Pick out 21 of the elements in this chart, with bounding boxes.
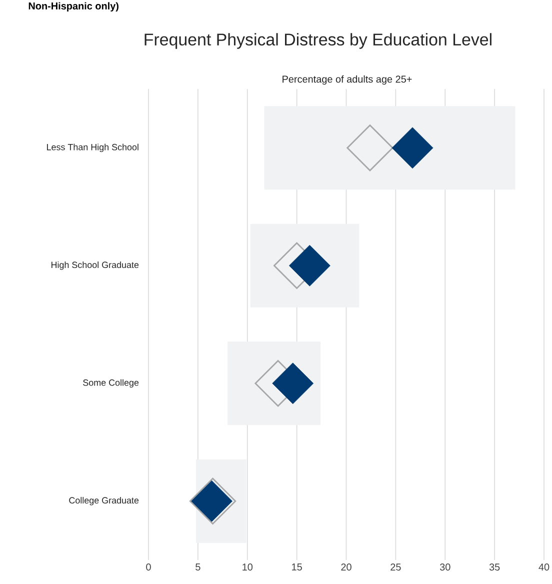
x-tick-label: 35 <box>489 564 500 571</box>
chart-title: Frequent Physical Distress by Education Level <box>144 33 492 49</box>
x-tick-label: 20 <box>341 564 352 571</box>
point <box>272 362 314 404</box>
x-tick-label: 30 <box>440 564 450 571</box>
point <box>346 124 394 172</box>
point <box>392 127 434 169</box>
y-tick-label: High School Graduate <box>51 261 139 270</box>
x-axis-title: Percentage of adults age 25+ <box>282 75 412 85</box>
x-tick-label: 0 <box>146 564 151 571</box>
text: Non-Hispanic only) <box>28 2 118 12</box>
x-tick-label: 40 <box>538 564 550 571</box>
x-tick-label: 5 <box>196 564 200 570</box>
bar <box>264 106 516 190</box>
y-tick-label: College Graduate <box>69 496 139 506</box>
x-tick-label: 25 <box>390 564 401 571</box>
point <box>288 244 330 286</box>
x-tick-label: 10 <box>242 564 253 571</box>
x-tick-label: 15 <box>292 564 302 570</box>
y-tick-label: Less Than High School <box>47 144 138 152</box>
y-tick-label: Some College <box>83 379 139 388</box>
